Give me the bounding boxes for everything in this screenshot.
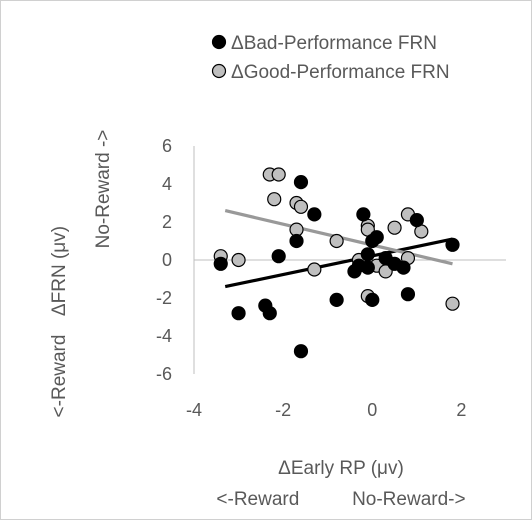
y-axis-sublabel-bottom: <-Reward: [49, 335, 70, 418]
y-axis-title: ΔFRN (μv): [49, 226, 70, 316]
legend-label-good: ΔGood-Performance FRN: [231, 62, 450, 83]
point-bad: [293, 175, 309, 190]
x-axis-title: ΔEarly RP (μv): [278, 458, 404, 479]
point-bad: [445, 237, 460, 252]
x-tick-label: -2: [275, 400, 291, 420]
point-bad: [356, 207, 371, 222]
point-bad: [369, 230, 384, 245]
legend: ΔBad-Performance FRN ΔGood-Performance F…: [211, 33, 450, 83]
trendline-bad: [224, 237, 453, 289]
point-bad: [213, 256, 228, 271]
point-good: [271, 167, 286, 182]
point-good: [231, 252, 246, 268]
y-tick-label: 0: [162, 250, 172, 270]
point-bad: [409, 213, 424, 228]
legend-marker-bad: [211, 34, 227, 50]
point-good: [307, 262, 322, 277]
point-bad: [365, 292, 380, 307]
x-tick-label: 2: [456, 400, 466, 420]
point-bad: [396, 260, 411, 275]
point-bad: [360, 247, 375, 262]
legend-marker-good: [211, 63, 227, 79]
point-good: [267, 192, 282, 207]
y-tick-label: 6: [162, 136, 172, 156]
x-axis-sublabel: <-Reward No-Reward->: [216, 489, 465, 510]
x-tick-label: -4: [186, 400, 202, 420]
point-bad: [262, 306, 277, 321]
y-tick-label: 2: [162, 212, 172, 232]
y-tick-label: -2: [156, 288, 172, 308]
point-good: [293, 199, 309, 214]
y-axis-sublabel-top: No-Reward ->: [93, 130, 114, 249]
plot-area: -6 -4 -2 0 2 4 6 -4 -2 0 2: [156, 136, 506, 420]
point-bad: [360, 260, 375, 275]
y-tick-label: 4: [162, 174, 172, 194]
point-bad: [271, 249, 286, 264]
point-bad: [329, 292, 344, 307]
point-good: [329, 233, 344, 249]
point-bad: [289, 233, 304, 249]
point-bad: [293, 344, 309, 359]
y-tick-label: -6: [156, 364, 172, 384]
y-tick-label: -4: [156, 326, 172, 346]
point-bad: [307, 207, 322, 222]
point-bad: [400, 287, 416, 302]
point-good: [387, 220, 402, 235]
point-good: [445, 296, 460, 311]
x-tick-label: 0: [367, 400, 377, 420]
point-bad: [231, 306, 246, 321]
legend-label-bad: ΔBad-Performance FRN: [231, 33, 437, 54]
